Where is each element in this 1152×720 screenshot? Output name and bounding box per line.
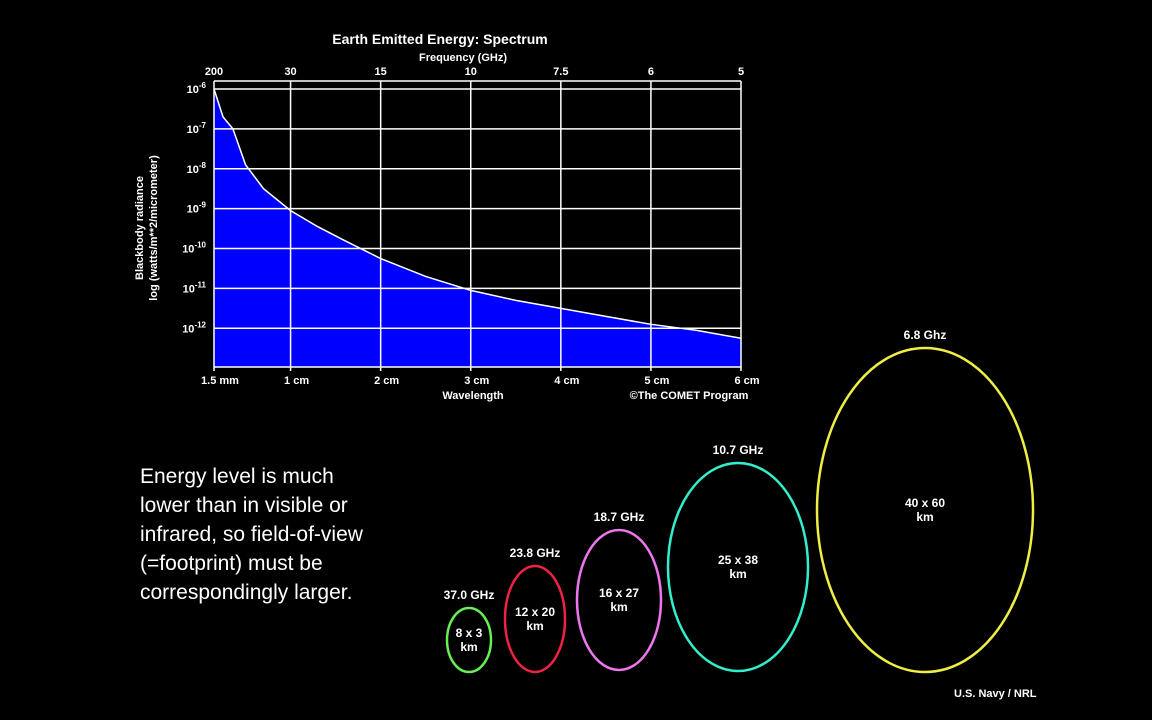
y-axis-label-1: Blackbody radiance xyxy=(134,176,146,280)
footprint-ellipse xyxy=(575,528,663,672)
top-tick-label: 10 xyxy=(465,66,477,78)
footprint-ellipse xyxy=(445,606,493,674)
footprint-0: 37.0 GHz 8 x 3km xyxy=(444,588,495,674)
footprint-frequency: 6.8 Ghz xyxy=(904,328,947,342)
footprint-frequency: 10.7 GHz xyxy=(713,443,764,457)
footprint-ellipse xyxy=(666,461,810,673)
footprint-unit: km xyxy=(460,640,477,654)
y-axis-label-2: log (watts/m**2/micrometer) xyxy=(148,155,160,301)
description-text: Energy level is much lower than in visib… xyxy=(140,465,363,604)
footprint-unit: km xyxy=(916,510,933,524)
footprint-frequency: 23.8 GHz xyxy=(510,546,561,560)
y-tick-label: 10-10 xyxy=(182,241,206,256)
footprint-size: 40 x 60 xyxy=(905,496,945,510)
top-tick-label: 200 xyxy=(205,66,223,78)
y-tick-label: 10-11 xyxy=(183,280,207,295)
footprint-unit: km xyxy=(610,600,627,614)
footprint-frequency: 37.0 GHz xyxy=(444,588,495,602)
x-tick-label: 2 cm xyxy=(374,375,399,387)
radiance-area xyxy=(214,88,741,367)
footprint-size: 8 x 3 xyxy=(456,626,483,640)
x-tick-label: 3 cm xyxy=(464,375,489,387)
x-tick-label: 6 cm xyxy=(734,375,759,387)
footprint-size: 12 x 20 xyxy=(515,605,555,619)
y-tick-label: 10-7 xyxy=(187,121,207,136)
top-tick-label: 7.5 xyxy=(553,66,568,78)
top-axis-label: Frequency (GHz) xyxy=(419,52,507,64)
x-axis-label: Wavelength xyxy=(442,390,504,402)
x-tick-label: 1.5 mm xyxy=(201,375,239,387)
y-tick-label: 10-6 xyxy=(187,81,207,96)
footprint-unit: km xyxy=(729,567,746,581)
footprint-size: 16 x 27 xyxy=(599,586,639,600)
footprint-frequency: 18.7 GHz xyxy=(594,510,645,524)
y-tick-label: 10-12 xyxy=(182,320,206,335)
footprint-ellipse xyxy=(815,346,1035,674)
x-tick-label: 1 cm xyxy=(284,375,309,387)
y-tick-label: 10-8 xyxy=(187,161,207,176)
footprint-size: 25 x 38 xyxy=(718,553,758,567)
chart-credit: ©The COMET Program xyxy=(630,390,749,402)
chart-title: Earth Emitted Energy: Spectrum xyxy=(332,31,548,47)
x-tick-label: 5 cm xyxy=(644,375,669,387)
footprint-unit: km xyxy=(526,619,543,633)
footprint-ellipse xyxy=(503,564,567,674)
top-tick-label: 6 xyxy=(648,66,654,78)
y-tick-label: 10-9 xyxy=(187,201,207,216)
x-tick-label: 4 cm xyxy=(554,375,579,387)
top-tick-label: 30 xyxy=(284,66,296,78)
source-credit: U.S. Navy / NRL xyxy=(954,688,1037,700)
top-tick-label: 5 xyxy=(738,66,744,78)
top-tick-label: 15 xyxy=(375,66,387,78)
